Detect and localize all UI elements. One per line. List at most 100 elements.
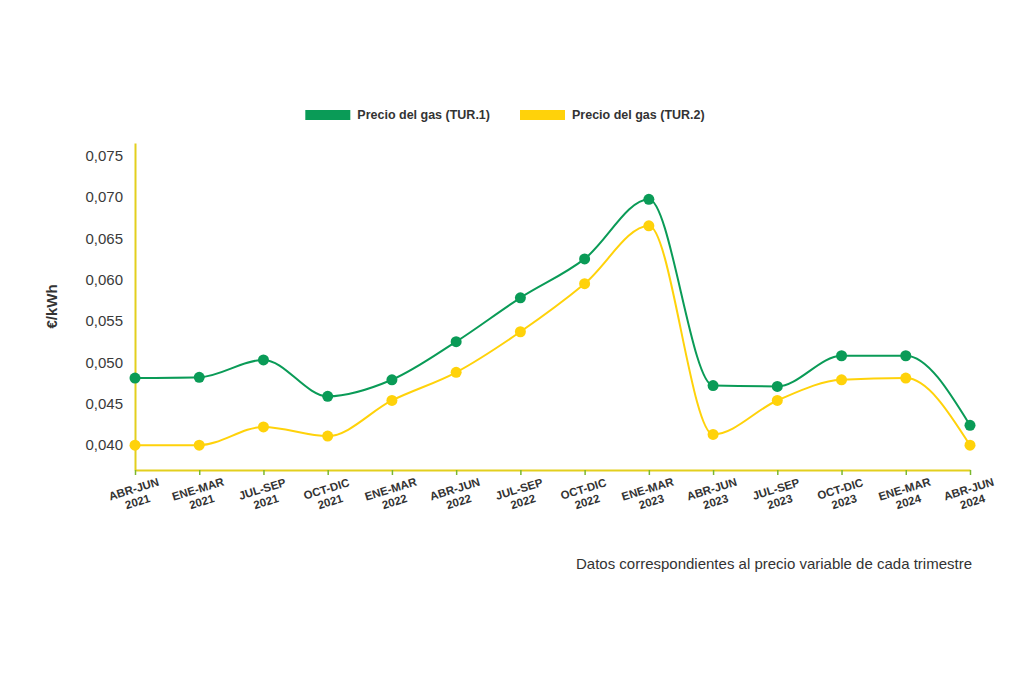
x-tick: ABR-JUN2021 — [107, 470, 164, 515]
x-tick-mark — [713, 470, 715, 475]
series-marker — [515, 326, 526, 337]
y-tick: 0,060 — [85, 271, 135, 288]
x-tick: ENE-MAR2023 — [620, 470, 679, 515]
series-marker — [900, 373, 911, 384]
chart: 0,0400,0450,0500,0550,0600,0650,0700,075… — [0, 0, 1024, 683]
x-tick-label-line: 2023 — [766, 492, 794, 511]
y-tick: 0,050 — [85, 354, 135, 371]
x-tick: ABR-JUN2022 — [428, 470, 485, 515]
x-tick-label: ENE-MAR2021 — [171, 475, 230, 515]
x-tick: ENE-MAR2022 — [363, 470, 422, 515]
y-tick: 0,045 — [85, 395, 135, 412]
x-tick-label: ENE-MAR2023 — [620, 475, 679, 515]
x-tick-mark — [649, 470, 651, 475]
series-marker — [515, 292, 526, 303]
series-marker — [708, 429, 719, 440]
y-tick: 0,065 — [85, 230, 135, 247]
series-marker — [130, 373, 141, 384]
x-tick-label: JUL-SEP2023 — [751, 476, 805, 514]
x-tick: OCT-DIC2023 — [816, 470, 869, 514]
x-tick-mark — [584, 470, 586, 475]
x-tick-label-line: 2022 — [573, 492, 601, 511]
x-tick-mark — [841, 470, 843, 475]
legend-swatch — [520, 110, 565, 120]
x-tick: JUL-SEP2022 — [494, 470, 548, 514]
legend-label: Precio del gas (TUR.2) — [572, 108, 705, 122]
x-tick: JUL-SEP2023 — [751, 470, 805, 514]
x-tick-mark — [392, 470, 394, 475]
series — [130, 220, 976, 450]
x-tick-label-line: 2022 — [509, 492, 537, 511]
y-tick-label: 0,065 — [85, 230, 123, 247]
x-tick-mark — [327, 470, 329, 475]
x-tick-label: ENE-MAR2022 — [363, 475, 422, 515]
legend-label: Precio del gas (TUR.1) — [357, 108, 490, 122]
series-marker — [322, 431, 333, 442]
series-marker — [579, 253, 590, 264]
y-axis: 0,0400,0450,0500,0550,0600,0650,0700,075 — [85, 144, 135, 471]
x-tick: OCT-DIC2021 — [302, 470, 355, 514]
y-axis-title: €/kWh — [43, 284, 60, 328]
x-tick-label: ABR-JUN2023 — [685, 476, 742, 515]
x-tick-label-line: 2021 — [188, 492, 217, 511]
series — [130, 194, 976, 431]
y-tick: 0,075 — [85, 147, 135, 164]
x-tick-label: JUL-SEP2022 — [494, 476, 548, 514]
series-marker — [258, 421, 269, 432]
series-marker — [322, 391, 333, 402]
series-marker — [836, 350, 847, 361]
y-tick-label: 0,055 — [85, 312, 123, 329]
x-tick: OCT-DIC2022 — [559, 470, 612, 514]
x-tick-label: JUL-SEP2021 — [237, 476, 291, 514]
series-marker — [772, 395, 783, 406]
y-axis-line — [135, 144, 137, 471]
x-tick-mark — [906, 470, 908, 475]
series-marker — [643, 220, 654, 231]
legend-item: Precio del gas (TUR.2) — [520, 108, 705, 122]
x-tick-label-line: 2023 — [637, 492, 665, 511]
series-line — [135, 199, 970, 425]
x-tick-mark — [456, 470, 458, 475]
x-tick-label-line: 2021 — [252, 492, 281, 511]
x-tick-label: ENE-MAR2024 — [877, 475, 936, 515]
x-tick-label: OCT-DIC2022 — [559, 476, 612, 514]
y-tick-label: 0,060 — [85, 271, 123, 288]
y-tick-label: 0,050 — [85, 354, 123, 371]
x-tick-label: OCT-DIC2023 — [816, 476, 869, 514]
annotation: Datos correspondientes al precio variabl… — [576, 555, 972, 572]
legend-item: Precio del gas (TUR.1) — [305, 108, 490, 122]
x-tick-label-line: 2021 — [316, 492, 345, 511]
x-tick-mark — [135, 470, 137, 475]
series-marker — [194, 440, 205, 451]
series-marker — [451, 336, 462, 347]
series-marker — [643, 194, 654, 205]
x-tick-label-line: 2024 — [959, 492, 988, 511]
x-tick-mark — [777, 470, 779, 475]
x-tick-label-line: 2023 — [830, 492, 858, 511]
x-axis-line — [136, 470, 971, 472]
x-tick-label: OCT-DIC2021 — [302, 476, 355, 514]
series-line — [135, 226, 970, 445]
series-marker — [772, 381, 783, 392]
plot-area — [130, 194, 976, 451]
x-tick-label: ABR-JUN2022 — [428, 476, 485, 515]
series-marker — [900, 350, 911, 361]
series-marker — [836, 374, 847, 385]
series-marker — [258, 354, 269, 365]
x-tick-mark — [520, 470, 522, 475]
y-tick-label: 0,075 — [85, 147, 123, 164]
legend: Precio del gas (TUR.1) Precio del gas (TU… — [305, 108, 704, 122]
x-tick-label: ABR-JUN2024 — [942, 476, 999, 515]
y-tick-label: 0,070 — [85, 188, 123, 205]
x-tick-mark — [199, 470, 201, 475]
x-tick-label-line: 2021 — [124, 492, 153, 511]
series-marker — [708, 380, 719, 391]
x-tick-label: ABR-JUN2021 — [107, 476, 164, 515]
x-tick-mark — [263, 470, 265, 475]
series-marker — [965, 420, 976, 431]
x-tick: ENE-MAR2021 — [171, 470, 230, 515]
y-tick: 0,070 — [85, 188, 135, 205]
x-tick-label-line: 2022 — [445, 492, 473, 511]
x-tick-label-line: 2024 — [894, 492, 923, 511]
series-marker — [386, 374, 397, 385]
